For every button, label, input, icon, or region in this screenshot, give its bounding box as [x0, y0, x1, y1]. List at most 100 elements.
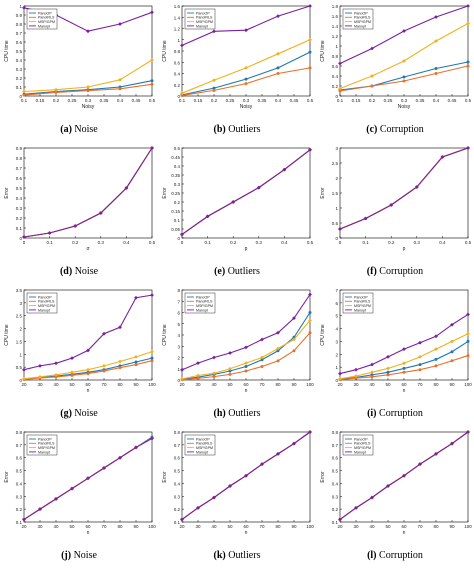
x-axis-label: p: [403, 246, 406, 252]
y-tick-label: 1.6: [174, 4, 181, 9]
data-point: [386, 354, 390, 359]
x-tick-label: 0.3: [414, 240, 421, 245]
panel-caption: (d) Noise: [0, 266, 158, 277]
data-point: [414, 185, 419, 189]
y-axis-label: CPU time: [162, 324, 168, 346]
data-point: [205, 214, 210, 219]
x-axis-label: n: [87, 530, 90, 536]
legend-box: [26, 434, 58, 456]
x-tick-label: 0.45: [290, 98, 299, 103]
data-point: [418, 354, 422, 359]
chart-svg-h: 0 1 2 3 4 5 6 7 8 20 30 40 50 60 70 80 90 100 n CPU time Pan…: [162, 288, 314, 394]
y-tick-label: 1: [177, 367, 180, 372]
x-tick-label: 30: [195, 524, 201, 529]
x-tick-label: 40: [211, 382, 217, 387]
data-point: [118, 455, 122, 460]
x-axis-label: n: [403, 530, 406, 536]
y-axis-label: CPU time: [4, 324, 10, 346]
data-point: [418, 340, 422, 345]
x-tick-label: 0.4: [117, 98, 124, 103]
x-axis-label: p: [245, 246, 248, 252]
data-point: [386, 370, 390, 374]
y-tick-label: 0.4: [16, 58, 23, 63]
data-point: [22, 5, 26, 10]
data-point: [466, 339, 470, 343]
series-line-0: [181, 149, 311, 235]
data-point: [308, 4, 312, 8]
x-tick-label: 40: [369, 382, 375, 387]
x-tick-label: 0.4: [439, 240, 446, 245]
panel-caption-word: Noise: [72, 266, 99, 277]
data-point: [212, 355, 216, 360]
y-tick-label: 6: [335, 301, 338, 306]
plot-frame: [181, 147, 311, 239]
x-tick-label: 0.4: [275, 98, 282, 103]
legend-label: MSP/GPM: [354, 20, 371, 24]
data-point: [86, 372, 90, 376]
data-point: [150, 58, 154, 62]
y-tick-label: 3.5: [16, 288, 23, 293]
legend-label: Manopt: [38, 24, 50, 28]
y-axis-label: CPU time: [162, 40, 168, 62]
y-tick-label: 0.4: [332, 481, 339, 486]
x-tick-label: 70: [417, 524, 423, 529]
data-point: [434, 15, 438, 19]
y-tick-label: 3: [19, 301, 22, 306]
data-point: [370, 74, 374, 78]
data-point: [118, 325, 122, 330]
legend-label: PanoIRLS: [196, 442, 213, 446]
x-tick-label: 70: [417, 382, 423, 387]
y-tick-label: 0.3: [16, 494, 23, 499]
data-point: [244, 28, 248, 33]
x-tick-label: 0: [339, 240, 342, 245]
y-tick-label: 1: [177, 38, 180, 43]
y-tick-label: 3: [177, 344, 180, 349]
panel-caption: (c) Corruption: [316, 124, 474, 135]
chart-panel-c: 0 0.2 0.4 0.6 0.8 1 1.2 1.4 1.6 1.8 0.1 0.15 0.2 0.25…: [316, 0, 474, 142]
panel-caption-letter: (i): [367, 408, 377, 419]
x-tick-label: 80: [433, 524, 439, 529]
y-tick-label: 0.8: [174, 49, 181, 54]
data-point: [440, 155, 445, 159]
data-point: [70, 486, 74, 491]
data-point: [54, 361, 58, 366]
panel-caption-letter: (d): [59, 266, 73, 277]
y-tick-label: 0.1: [16, 85, 23, 90]
y-tick-label: 0.3: [174, 494, 181, 499]
x-tick-label: 80: [117, 524, 123, 529]
x-tick-label: 0.5: [307, 240, 314, 245]
y-tick-label: 0.8: [16, 156, 23, 161]
data-point: [102, 363, 106, 368]
panel-caption-word: Outliers: [225, 124, 261, 135]
data-point: [70, 370, 74, 375]
panel-caption: (i) Corruption: [316, 408, 474, 419]
legend-box: [342, 434, 374, 456]
y-axis-label: Error: [4, 187, 10, 198]
x-tick-label: 0.1: [21, 98, 28, 103]
chart-panel-i: 0 1 2 3 4 5 6 7 20 30 40 50 60 70 80 90 100 n CPU time Pano…: [316, 284, 474, 426]
x-tick-label: 70: [259, 382, 265, 387]
data-point: [22, 376, 26, 381]
legend-label: PanoIRLS: [354, 16, 371, 20]
chart-svg-c: 0 0.2 0.4 0.6 0.8 1 1.2 1.4 1.6 1.8 0.1 0.15 0.2 0.25…: [320, 4, 472, 110]
data-point: [276, 66, 280, 70]
legend-label: PanoOP: [354, 295, 368, 299]
data-point: [308, 50, 312, 54]
data-point: [308, 331, 312, 335]
x-tick-label: 40: [53, 382, 59, 387]
series-line-2: [181, 149, 311, 235]
x-tick-label: 0.1: [204, 240, 211, 245]
y-tick-label: 0.8: [174, 430, 181, 435]
data-point: [86, 89, 90, 93]
series-line-3: [339, 147, 469, 230]
data-point: [370, 84, 374, 88]
data-point: [150, 356, 154, 360]
data-point: [308, 66, 312, 70]
data-point: [386, 373, 390, 377]
legend-label: MSP/GPM: [354, 304, 371, 308]
panel-caption-letter: (a): [60, 124, 72, 135]
data-point: [466, 21, 470, 26]
data-point: [212, 495, 216, 500]
x-tick-label: 20: [21, 524, 27, 529]
data-point: [196, 361, 200, 366]
